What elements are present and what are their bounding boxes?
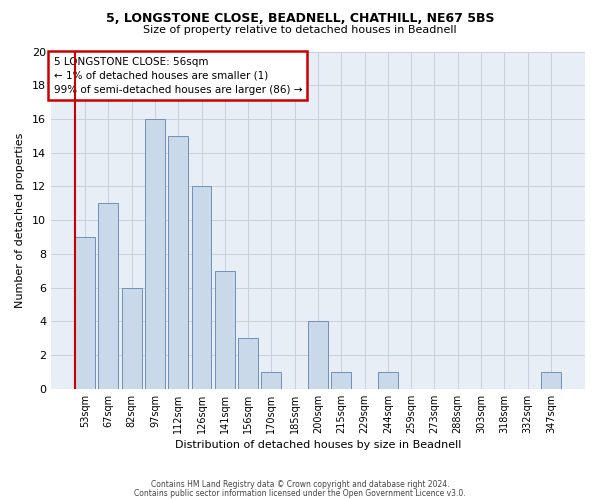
Text: 5 LONGSTONE CLOSE: 56sqm
← 1% of detached houses are smaller (1)
99% of semi-det: 5 LONGSTONE CLOSE: 56sqm ← 1% of detache… xyxy=(53,56,302,94)
Bar xyxy=(215,271,235,389)
Bar xyxy=(191,186,211,389)
Text: Contains public sector information licensed under the Open Government Licence v3: Contains public sector information licen… xyxy=(134,488,466,498)
Text: Size of property relative to detached houses in Beadnell: Size of property relative to detached ho… xyxy=(143,25,457,35)
Bar xyxy=(238,338,258,389)
Bar xyxy=(262,372,281,389)
Bar xyxy=(122,288,142,389)
Text: Contains HM Land Registry data © Crown copyright and database right 2024.: Contains HM Land Registry data © Crown c… xyxy=(151,480,449,489)
Y-axis label: Number of detached properties: Number of detached properties xyxy=(15,132,25,308)
Bar xyxy=(378,372,398,389)
X-axis label: Distribution of detached houses by size in Beadnell: Distribution of detached houses by size … xyxy=(175,440,461,450)
Bar xyxy=(308,322,328,389)
Bar xyxy=(145,119,165,389)
Bar xyxy=(98,204,118,389)
Text: 5, LONGSTONE CLOSE, BEADNELL, CHATHILL, NE67 5BS: 5, LONGSTONE CLOSE, BEADNELL, CHATHILL, … xyxy=(106,12,494,26)
Bar xyxy=(541,372,561,389)
Bar xyxy=(331,372,351,389)
Bar xyxy=(75,237,95,389)
Bar xyxy=(169,136,188,389)
